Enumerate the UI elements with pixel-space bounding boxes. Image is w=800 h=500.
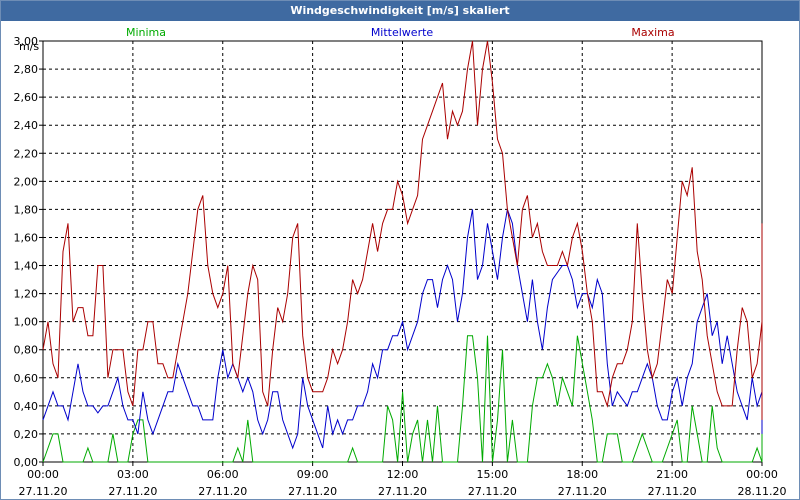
x-tick-time: 03:00 bbox=[117, 468, 149, 481]
series-line-mittelwerte bbox=[42, 207, 763, 450]
x-tick-time: 00:00 bbox=[27, 468, 59, 481]
x-tick-date: 27.11.20 bbox=[468, 485, 517, 498]
y-tick-label: 2,00 bbox=[14, 175, 39, 188]
x-tick-date: 27.11.20 bbox=[288, 485, 337, 498]
y-tick-label: 1,60 bbox=[14, 231, 39, 244]
x-tick-time: 21:00 bbox=[656, 468, 688, 481]
x-tick-time: 06:00 bbox=[207, 468, 239, 481]
x-axis-ticks: 00:00 27.11.20 03:00 27.11.20 06:00 27.11.20 0… bbox=[19, 462, 787, 498]
x-tick-time: 12:00 bbox=[387, 468, 419, 481]
x-tick-time: 15:00 bbox=[477, 468, 509, 481]
y-tick-label: 0,40 bbox=[14, 400, 39, 413]
x-tick-date: 27.11.20 bbox=[198, 485, 247, 498]
y-tick-label: 0,00 bbox=[14, 456, 39, 469]
x-tick-date: 27.11.20 bbox=[648, 485, 697, 498]
legend-mittelwerte: Mittelwerte bbox=[371, 26, 434, 39]
series-line-maxima bbox=[42, 40, 763, 420]
y-tick-label: 1,80 bbox=[14, 203, 39, 216]
y-tick-label: 0,80 bbox=[14, 344, 39, 357]
x-tick-date: 27.11.20 bbox=[558, 485, 607, 498]
y-tick-label: 1,00 bbox=[14, 316, 39, 329]
y-tick-label: 0,20 bbox=[14, 428, 39, 441]
y-tick-label: 0,60 bbox=[14, 372, 39, 385]
y-tick-label: 2,60 bbox=[14, 91, 39, 104]
y-tick-label: 2,40 bbox=[14, 119, 39, 132]
data-series bbox=[42, 40, 763, 463]
x-tick-date: 27.11.20 bbox=[19, 485, 68, 498]
y-tick-label: 3,00 bbox=[14, 35, 39, 48]
legend-minima: Minima bbox=[126, 26, 166, 39]
y-tick-label: 1,40 bbox=[14, 260, 39, 273]
legend-maxima: Maxima bbox=[631, 26, 674, 39]
x-tick-time: 00:00 bbox=[746, 468, 778, 481]
y-tick-label: 2,20 bbox=[14, 147, 39, 160]
window-title: Windgeschwindigkeit [m/s] skaliert bbox=[1, 1, 799, 21]
y-tick-label: 1,20 bbox=[14, 288, 39, 301]
x-tick-date: 28.11.20 bbox=[738, 485, 787, 498]
y-axis-ticks: 0,00 0,20 0,40 0,60 0,80 1,00 1,20 1,40 1,60 1,80… bbox=[14, 35, 43, 469]
x-tick-date: 27.11.20 bbox=[378, 485, 427, 498]
x-tick-time: 18:00 bbox=[566, 468, 598, 481]
x-tick-time: 09:00 bbox=[297, 468, 329, 481]
series-line-minima bbox=[42, 335, 763, 463]
y-tick-label: 2,80 bbox=[14, 63, 39, 76]
chart-area: 0,00 0,20 0,40 0,60 0,80 1,00 1,20 1,40 1,60 1,80… bbox=[14, 26, 787, 498]
x-tick-date: 27.11.20 bbox=[108, 485, 157, 498]
y-axis-label: m/s bbox=[19, 40, 39, 53]
